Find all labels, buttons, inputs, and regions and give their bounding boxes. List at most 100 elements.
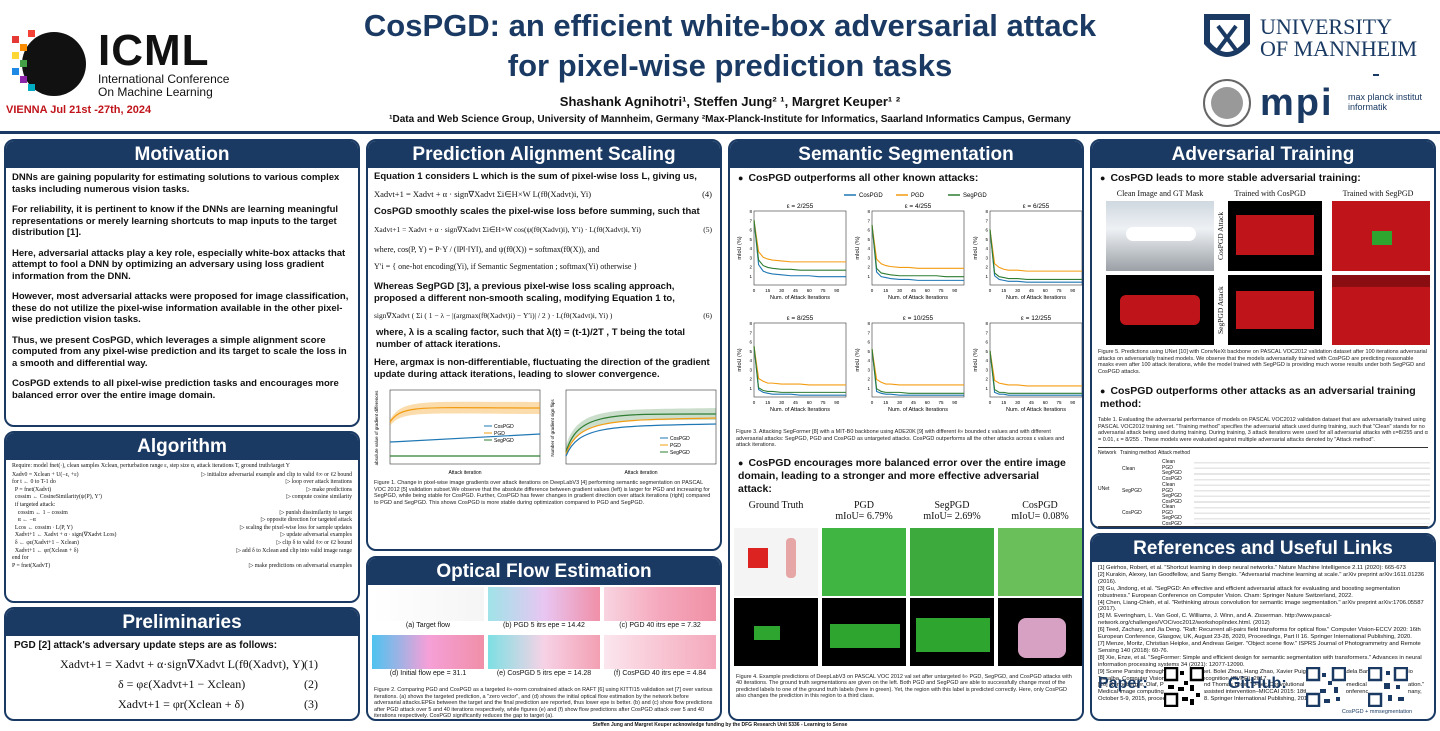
- ex-gt-image: [734, 527, 818, 596]
- y-tick-label: 2: [749, 265, 752, 270]
- mmseg-qr-icon[interactable]: [1368, 667, 1408, 707]
- y-tick-label: 8: [749, 321, 752, 326]
- y-tick-label: 8: [867, 209, 870, 214]
- ex-segpgd-mask: [910, 597, 994, 666]
- pas-argmax: Here, argmax is non-differentiable, fluc…: [374, 357, 710, 380]
- ex-title-pgd-name: PGD: [853, 499, 874, 511]
- reference-item: [1] Geirhos, Robert, et al. "Shortcut le…: [1098, 565, 1406, 571]
- y-tick-label: 1: [749, 274, 752, 279]
- y-tick-label: 4: [749, 358, 752, 363]
- atk-1b: PGD: [1162, 464, 1173, 471]
- algorithm-line: cossim ← 1 − cossim ▷ punish dissimilarit…: [12, 510, 352, 518]
- x-tick-label: 15: [883, 400, 889, 405]
- x-tick-label: 75: [1056, 400, 1062, 405]
- segpgd-line: [389, 433, 541, 443]
- pas-figure: Attack iteration absolute value of gradi…: [368, 386, 720, 478]
- plot-frame: [753, 322, 847, 398]
- algorithm-code: Xadvt+1 ← φr(Xclean + δ): [12, 547, 79, 554]
- algorithm-line: Lcos ← cossim · L(P, Y) ▷ scaling the pix…: [12, 525, 352, 533]
- series-line-segpgd: [871, 224, 964, 278]
- semseg-panel: Semantic Segmentation CosPGD outperforms…: [728, 139, 1084, 721]
- x-tick-label: 60: [925, 400, 931, 405]
- series-line-segpgd: [871, 348, 964, 394]
- mpi-sub1: max planck institut: [1348, 92, 1423, 102]
- optical-flow-panel: Optical Flow Estimation (a) Target flow …: [366, 556, 722, 721]
- algorithm-heading: Algorithm: [6, 433, 358, 460]
- x-tick-label: 0: [989, 288, 992, 293]
- mpi-sub2: informatik: [1348, 102, 1388, 112]
- series-line-segpgd: [989, 350, 1082, 394]
- github-qr-icon[interactable]: [1306, 667, 1346, 707]
- y-tick-label: 5: [749, 349, 752, 354]
- reference-list: [1] Geirhos, Robert, et al. "Shortcut le…: [1092, 562, 1434, 703]
- atk-2c: SegPGD: [1162, 493, 1182, 500]
- series-line-pgd: [871, 348, 964, 386]
- ex-pgd-image: [822, 527, 906, 596]
- x-tick-label: 45: [793, 288, 799, 293]
- motivation-p1: DNNs are gaining popularity for estimati…: [12, 172, 340, 195]
- series-line-pgd: [753, 346, 846, 386]
- pgd-mask-green: [830, 623, 900, 648]
- algorithm-code: end for: [12, 555, 29, 562]
- prelim-eq3-row: Xadvt+1 = φr(Xclean + δ) (3): [6, 695, 358, 715]
- y-axis-label: mIoU (%): [855, 348, 861, 371]
- algorithm-code: cossim ← 1 − cossim: [12, 509, 68, 516]
- y-tick-label: 6: [985, 228, 988, 233]
- preliminaries-panel: Preliminaries PGD [2] attack's adversary…: [4, 607, 360, 721]
- algorithm-comment: ▷ initialize adversarial example and cli…: [201, 471, 352, 478]
- paper-qr-icon[interactable]: [1164, 667, 1204, 707]
- algorithm-comment: ▷ make predictions: [306, 486, 352, 493]
- x-tick-label: 0: [871, 400, 874, 405]
- semseg-examples: Ground Truth PGD mIoU= 6.79% SegPGD mIoU= …: [730, 500, 1082, 672]
- x-tick-label: 15: [765, 288, 771, 293]
- atk-3c: SegPGD: [1162, 515, 1182, 522]
- algorithm-line: δ ← φε(Xadvt+1 − Xclean) ▷ clip δ to vali…: [12, 540, 352, 548]
- right-legend-pgd: PGD: [670, 443, 681, 449]
- plot-frame: [753, 210, 847, 286]
- reference-item: [6] Teed, Zachary, and Jia Deng. "Raft: …: [1098, 627, 1421, 641]
- advtrain-grid: Clean Image and GT Mask Trained with Cos…: [1092, 189, 1434, 347]
- y-tick-label: 5: [867, 349, 870, 354]
- table-values-block: [1194, 458, 1430, 524]
- pas-eq5-num: (5): [703, 225, 712, 234]
- motivation-p6: CosPGD extends to all pixel-wise predict…: [12, 378, 339, 401]
- algorithm-code: for t ← 0 to T-1 do: [12, 479, 56, 486]
- series-line-pgd: [753, 220, 846, 263]
- td-network: UNet: [1098, 486, 1110, 492]
- gt-red-region: [748, 547, 768, 568]
- prelim-eq3: Xadvt+1 = φr(Xclean + δ): [118, 697, 245, 711]
- qr-caption: CosPGD + mmsegmentation: [1341, 709, 1413, 715]
- icml-logo: ICML International Conference On Machine…: [6, 22, 246, 122]
- th-network: Network: [1098, 450, 1117, 456]
- motivation-p3: Here, adversarial attacks play a key rol…: [12, 247, 346, 282]
- y-tick-label: 4: [749, 246, 752, 251]
- right-ylabel: Number of gradient sign flips: [550, 399, 555, 457]
- algorithm-code: if targeted attack:: [12, 501, 56, 508]
- right-legend: CosPGD PGD SegPGD: [660, 436, 690, 456]
- advtrain-bullet-2: CosPGD outperforms other attacks as an a…: [1092, 377, 1434, 415]
- y-tick-label: 6: [985, 340, 988, 345]
- mpi-subtitle: max planck institut informatik: [1348, 92, 1422, 112]
- algorithm-comment: ▷ compute cosine similarity: [286, 494, 352, 501]
- ex-pgd-miou: mIoU= 6.79%: [835, 510, 893, 522]
- td-attack-col-3: Clean PGD SegPGD CosPGD: [1162, 504, 1182, 527]
- prelim-eq1-num: (1): [304, 657, 318, 671]
- pas-eq6-num: (6): [703, 311, 712, 320]
- atk-1a: Clean: [1162, 459, 1176, 465]
- pred-dark-red: [1332, 275, 1430, 287]
- algorithm-code: δ ← φε(Xadvt+1 − Xclean): [12, 539, 79, 546]
- td-attack-col-2: Clean PGD SegPGD CosPGD: [1162, 482, 1182, 505]
- series-line-segpgd: [989, 229, 1082, 280]
- reference-item: [5] M. Everingham, L. Van Gool, C. Willi…: [1098, 613, 1332, 627]
- algorithm-line: P = fnet(XadvT) ▷ make predictions on adv…: [12, 563, 352, 571]
- table1-caption: Table 1. Evaluating the adversarial perf…: [1098, 417, 1428, 443]
- x-tick-label: 75: [938, 288, 944, 293]
- x-tick-label: 45: [1029, 400, 1035, 405]
- y-tick-label: 5: [749, 237, 752, 242]
- pas-eq6: sign∇Xadvt ( Σi ( 1 − λ − |(argmax(fθ(Xa…: [374, 311, 613, 320]
- segpgd-band: [566, 408, 716, 456]
- reference-item: [10] Ronneberger, Olaf, Philipp Fischer,…: [1098, 682, 1425, 703]
- optical-heading: Optical Flow Estimation: [368, 558, 720, 585]
